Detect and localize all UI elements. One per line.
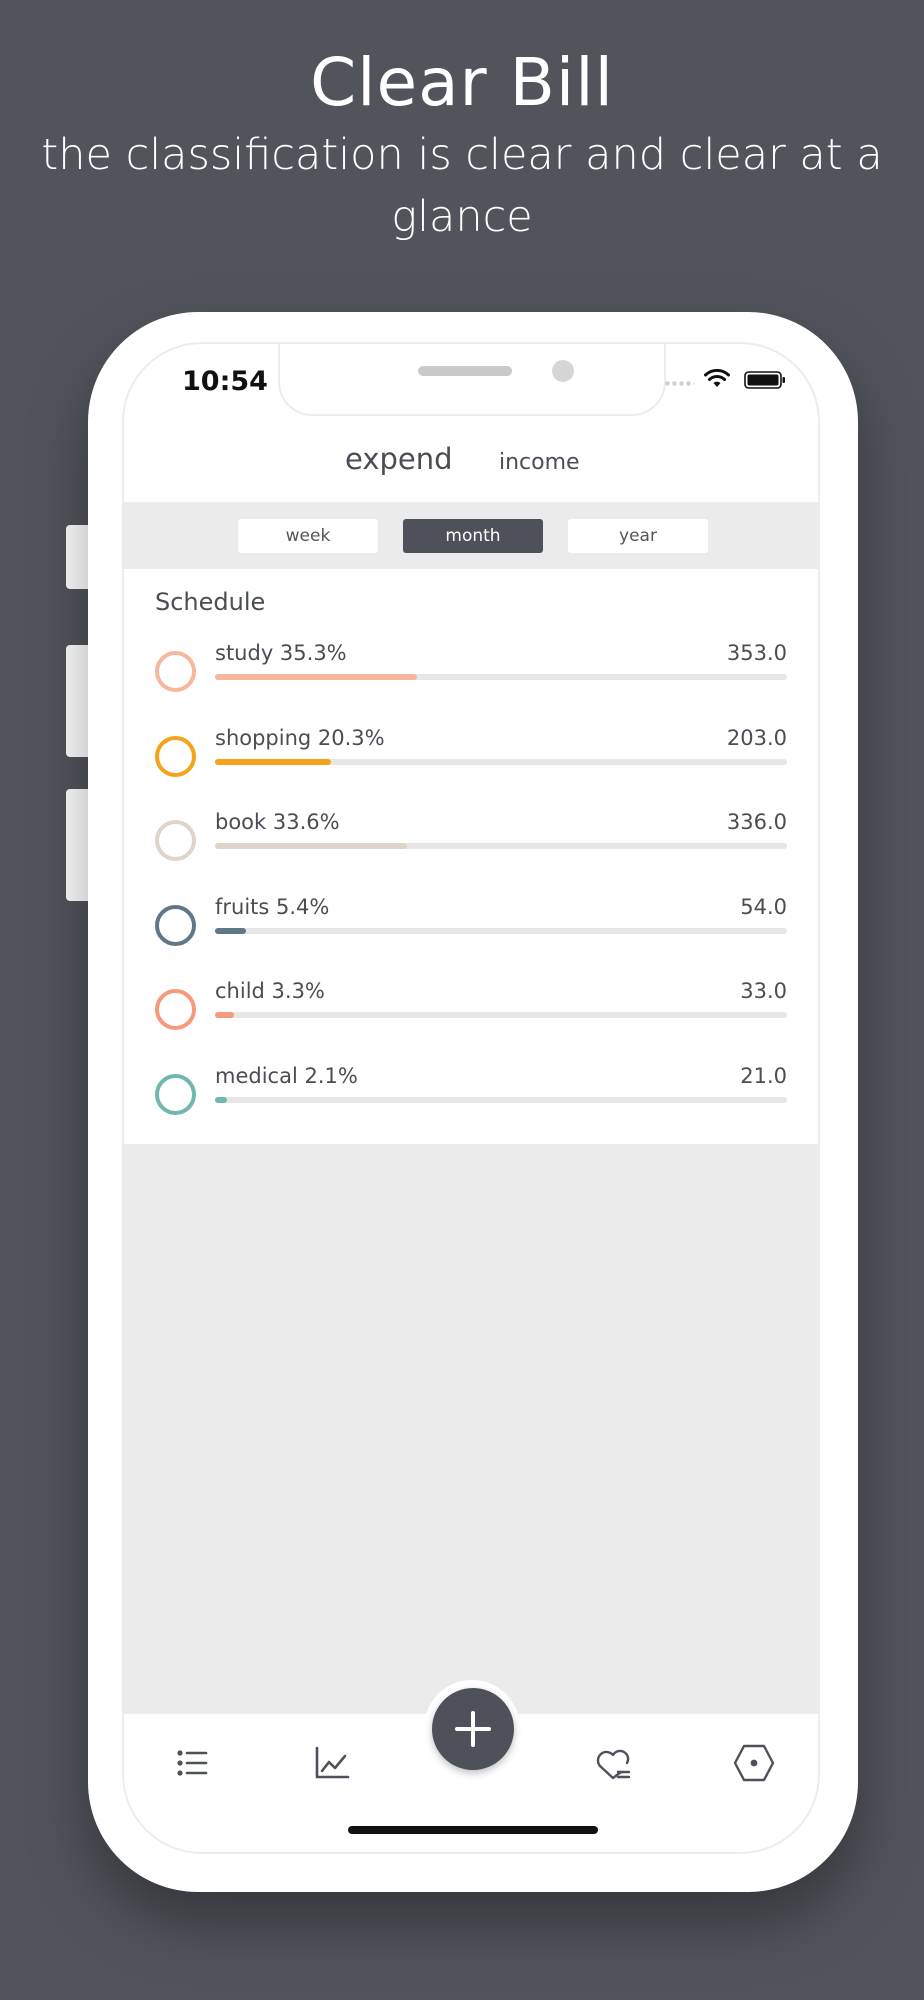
battery-icon	[744, 371, 785, 389]
promo-subtitle: the classification is clear and clear at…	[41, 130, 883, 242]
category-ring-icon	[155, 820, 196, 862]
category-label: child 3.3%	[215, 979, 325, 1004]
signal-icon	[664, 381, 694, 386]
category-progress-track	[215, 927, 787, 934]
promo-title: Clear Bill	[310, 44, 614, 121]
tab-expend[interactable]: expend	[345, 442, 453, 476]
category-ring-icon	[155, 651, 196, 692]
category-progress-track	[215, 674, 787, 680]
type-tabs: expend income	[124, 442, 818, 482]
category-label: fruits 5.4%	[215, 894, 330, 919]
speaker-grill	[418, 366, 512, 376]
period-year-button[interactable]: year	[568, 519, 708, 553]
category-progress-track	[215, 1097, 787, 1103]
category-label: shopping 20.3%	[215, 725, 385, 750]
phone-side-button-silent	[66, 525, 92, 589]
category-row[interactable]: fruits 5.4% 54.0	[124, 895, 818, 965]
category-amount: 353.0	[726, 641, 787, 665]
phone-side-button-volume-down	[66, 789, 92, 901]
category-progress-fill	[215, 1012, 234, 1019]
category-row[interactable]: study 35.3% 353.0	[124, 641, 818, 711]
category-progress-track	[215, 1012, 787, 1019]
wifi-icon	[704, 368, 730, 387]
category-progress-fill	[215, 1097, 227, 1103]
category-amount: 203.0	[726, 725, 787, 750]
category-row[interactable]: child 3.3% 33.0	[124, 979, 818, 1049]
period-month-button[interactable]: month	[403, 519, 543, 553]
category-amount: 54.0	[740, 894, 787, 919]
category-row[interactable]: book 33.6% 336.0	[124, 810, 818, 880]
category-progress-fill	[215, 927, 246, 934]
category-ring-icon	[155, 904, 196, 946]
tab-income[interactable]: income	[499, 450, 580, 475]
category-label: medical 2.1%	[215, 1064, 358, 1088]
empty-content-area	[124, 1144, 818, 1714]
list-icon[interactable]	[173, 1744, 211, 1782]
period-week-button[interactable]: week	[238, 519, 378, 553]
phone-side-button-volume-up	[66, 645, 92, 757]
front-camera	[552, 360, 574, 382]
category-progress-fill	[215, 758, 332, 765]
category-amount: 21.0	[740, 1064, 787, 1088]
category-progress-fill	[215, 843, 408, 850]
notch	[278, 344, 666, 416]
category-amount: 33.0	[740, 979, 787, 1004]
category-amount: 336.0	[726, 810, 787, 835]
category-progress-track	[215, 758, 787, 765]
category-progress-fill	[215, 674, 417, 680]
category-ring-icon	[155, 735, 196, 777]
category-row[interactable]: shopping 20.3% 203.0	[124, 726, 818, 796]
status-time: 10:54	[182, 366, 268, 397]
category-row[interactable]: medical 2.1% 21.0	[124, 1064, 818, 1134]
category-ring-icon	[155, 1074, 196, 1115]
category-progress-track	[215, 843, 787, 850]
schedule-title: Schedule	[155, 588, 266, 616]
chart-line-icon[interactable]	[313, 1744, 351, 1782]
category-ring-icon	[155, 989, 196, 1031]
hexagon-settings-icon[interactable]	[733, 1742, 775, 1784]
home-indicator	[348, 1826, 598, 1834]
add-icon	[455, 1711, 491, 1747]
period-selector: week month year	[124, 502, 818, 569]
category-label: book 33.6%	[215, 810, 340, 835]
heart-icon[interactable]	[594, 1744, 632, 1782]
phone-screen: 10:54 expend income week month year Sche…	[122, 342, 820, 1854]
category-label: study 35.3%	[215, 641, 347, 665]
add-button-ring	[424, 1680, 520, 1776]
add-button[interactable]	[432, 1688, 514, 1770]
